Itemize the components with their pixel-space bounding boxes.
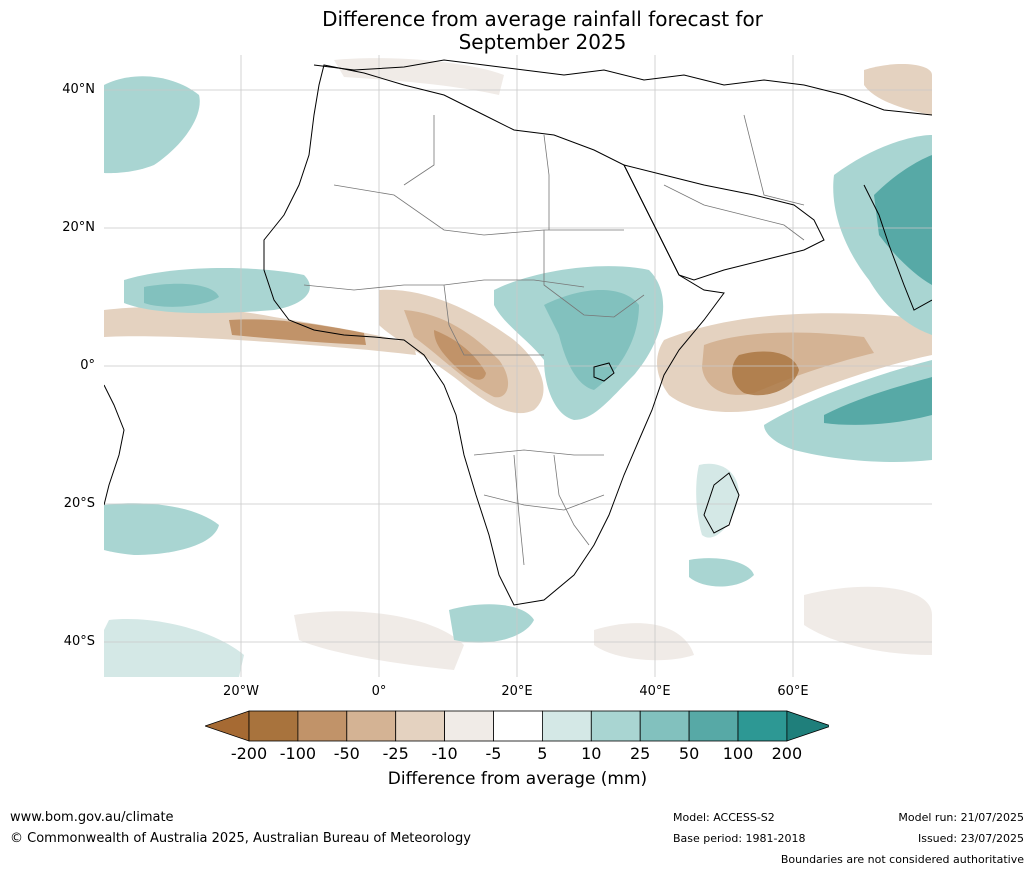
colorbar-swatch [590, 710, 641, 742]
colorbar-tick-label: 25 [630, 744, 651, 763]
dry-area-atlantic-core [229, 319, 366, 345]
dry-area-far-south-indian [804, 586, 932, 655]
colorbar-swatch [346, 710, 397, 742]
boundary-southern-2 [483, 494, 605, 511]
lon-label-60e: 60°E [777, 684, 809, 699]
boundary-iran [743, 114, 805, 206]
dry-anomaly-areas [104, 58, 932, 670]
boundary-southern-1 [473, 449, 604, 456]
lon-label-20w: 20°W [223, 684, 259, 699]
dry-area-congo-deep [434, 330, 486, 380]
coastline-lake-victoria [593, 362, 615, 382]
lon-label-0: 0° [371, 684, 387, 699]
coastline-africa [263, 64, 725, 606]
colorbar-tick-label: -5 [485, 744, 502, 763]
dry-area-arabia [864, 63, 932, 115]
wet-area-mozambique [696, 463, 739, 538]
boundary-sahara-2 [403, 115, 435, 186]
colorbar-swatch [639, 710, 690, 742]
lon-label-20e: 20°E [501, 684, 533, 699]
colorbar-tick-label: -100 [279, 744, 317, 763]
coastlines [104, 59, 932, 606]
wet-area-tropical-atlantic-core [144, 283, 219, 307]
wet-anomaly-areas [104, 76, 932, 677]
coastline-madagascar [703, 472, 740, 534]
footer-model: Model: ACCESS-S2 [673, 811, 775, 824]
colorbar-tick-label: -200 [230, 744, 268, 763]
coastline-arabia [623, 164, 825, 281]
footer-model-run: Model run: 21/07/2025 [898, 811, 1024, 824]
title-line-1: Difference from average rainfall forecas… [322, 7, 763, 31]
wet-area-indian-south-core [824, 377, 932, 425]
colorbar-tick-label: -10 [431, 744, 458, 763]
footer-base-period: Base period: 1981-2018 [673, 832, 806, 845]
title-line-2: September 2025 [458, 30, 627, 54]
colorbar-tick-label: 10 [581, 744, 602, 763]
graticule [104, 55, 932, 677]
colorbar-tick-label: -25 [382, 744, 409, 763]
boundary-southern-4 [553, 454, 590, 546]
boundary-central [443, 284, 544, 356]
colorbar-arrow-low [205, 710, 250, 742]
colorbar-swatch [541, 710, 592, 742]
footer-url: www.bom.gov.au/climate [10, 810, 174, 825]
coastline-south-america [104, 384, 125, 506]
coastline-europe [313, 59, 932, 116]
boundary-east [543, 230, 645, 318]
colorbar-tick-label: 200 [771, 744, 803, 763]
boundary-sahara-1 [333, 184, 624, 236]
colorbar-swatch [493, 710, 543, 742]
wet-area-south-atlantic [104, 503, 219, 555]
lat-label-20n: 20°N [62, 220, 95, 235]
wet-area-east-africa-core [544, 290, 639, 390]
lat-label-20s: 20°S [63, 496, 95, 511]
lat-label-40s: 40°S [63, 634, 95, 649]
rainfall-map [104, 55, 932, 677]
colorbar-title: Difference from average (mm) [387, 769, 648, 789]
colorbar-tick-label: 50 [678, 744, 700, 763]
map-title: Difference from average rainfall forecas… [240, 8, 845, 54]
footer-copyright: © Commonwealth of Australia 2025, Austra… [10, 831, 471, 846]
colorbar-swatch [444, 710, 494, 742]
colorbar-tick-label: 5 [537, 744, 548, 763]
country-boundaries [303, 114, 805, 566]
lat-label-40n: 40°N [62, 82, 95, 97]
coastline-india [863, 184, 932, 311]
footer-disclaimer: Boundaries are not considered authoritat… [780, 853, 1024, 866]
colorbar-swatch [688, 710, 739, 742]
boundary-sahara-3 [543, 134, 550, 230]
colorbar-swatch [297, 710, 348, 742]
dry-area-indian-deep [732, 351, 799, 396]
colorbar-arrow-high [786, 710, 829, 742]
wet-area-southwest-atlantic [104, 619, 244, 677]
colorbar-tick-label: 100 [722, 744, 754, 763]
wet-area-south-indian-patch [689, 558, 754, 587]
lon-label-40e: 40°E [639, 684, 671, 699]
wet-area-indian-north-core [874, 155, 932, 285]
colorbar-tick-label: -50 [333, 744, 360, 763]
colorbar-swatch [248, 710, 299, 742]
wet-area-north-atlantic [104, 76, 200, 174]
boundary-southern-3 [513, 454, 525, 566]
colorbar [205, 710, 829, 742]
wet-area-southern-ocean [449, 604, 534, 643]
footer-issued: Issued: 23/07/2025 [917, 832, 1024, 845]
lat-label-equator: 0° [80, 358, 95, 373]
colorbar-swatch [395, 710, 445, 742]
dry-area-north-africa [334, 58, 504, 95]
boundary-middle-east [663, 184, 805, 241]
colorbar-swatch [737, 710, 788, 742]
colorbar-swatches [205, 710, 829, 742]
map-canvas [104, 55, 932, 677]
